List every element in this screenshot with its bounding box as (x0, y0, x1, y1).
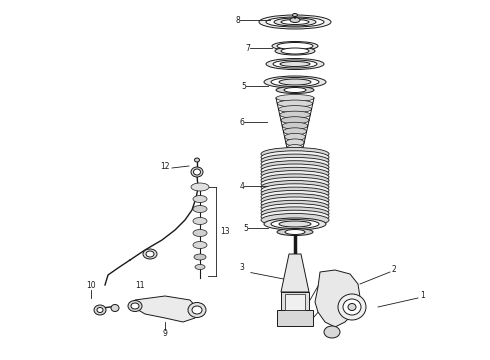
Ellipse shape (261, 164, 329, 177)
Ellipse shape (97, 307, 103, 312)
Ellipse shape (264, 76, 326, 88)
Ellipse shape (261, 171, 329, 184)
Ellipse shape (280, 111, 310, 118)
Ellipse shape (261, 200, 329, 213)
Ellipse shape (276, 94, 314, 102)
Ellipse shape (279, 221, 311, 227)
Ellipse shape (193, 206, 207, 212)
Ellipse shape (277, 229, 313, 235)
Text: 4: 4 (239, 181, 244, 190)
Ellipse shape (271, 77, 319, 86)
Ellipse shape (193, 230, 207, 237)
Ellipse shape (278, 105, 312, 113)
Ellipse shape (279, 79, 311, 85)
Ellipse shape (191, 167, 203, 177)
Ellipse shape (111, 305, 119, 311)
Text: 5: 5 (243, 224, 248, 233)
Ellipse shape (277, 100, 313, 107)
Ellipse shape (261, 213, 329, 226)
Polygon shape (281, 292, 309, 312)
Ellipse shape (193, 217, 207, 225)
Ellipse shape (261, 174, 329, 187)
Ellipse shape (271, 220, 319, 229)
Ellipse shape (193, 242, 207, 248)
Ellipse shape (281, 117, 309, 124)
Ellipse shape (131, 303, 139, 309)
Text: 9: 9 (163, 329, 168, 338)
Ellipse shape (193, 195, 207, 202)
Text: 12: 12 (161, 162, 170, 171)
Polygon shape (277, 310, 313, 326)
Ellipse shape (261, 154, 329, 167)
Ellipse shape (285, 230, 305, 234)
Ellipse shape (261, 151, 329, 164)
Text: 6: 6 (239, 117, 244, 126)
Ellipse shape (146, 251, 154, 257)
Text: 1: 1 (420, 292, 425, 301)
Text: 2: 2 (392, 266, 397, 274)
Ellipse shape (290, 18, 300, 23)
Ellipse shape (286, 139, 304, 146)
Ellipse shape (293, 14, 297, 17)
Ellipse shape (261, 167, 329, 180)
Ellipse shape (195, 265, 205, 270)
Text: 5: 5 (241, 81, 246, 90)
Ellipse shape (282, 122, 308, 129)
Ellipse shape (261, 157, 329, 170)
Ellipse shape (324, 326, 340, 338)
Ellipse shape (259, 15, 331, 29)
Ellipse shape (261, 180, 329, 194)
Ellipse shape (264, 218, 326, 230)
Ellipse shape (275, 47, 315, 55)
Ellipse shape (128, 301, 142, 311)
Ellipse shape (94, 305, 106, 315)
Ellipse shape (277, 42, 313, 50)
Ellipse shape (284, 87, 306, 93)
Ellipse shape (281, 19, 309, 24)
Polygon shape (281, 254, 309, 292)
Ellipse shape (194, 169, 200, 175)
Polygon shape (135, 296, 197, 322)
Ellipse shape (348, 303, 356, 310)
Ellipse shape (261, 197, 329, 210)
Ellipse shape (261, 207, 329, 220)
Ellipse shape (343, 299, 361, 315)
Ellipse shape (261, 210, 329, 223)
Ellipse shape (261, 190, 329, 203)
Ellipse shape (283, 128, 307, 135)
Ellipse shape (274, 18, 316, 26)
Polygon shape (315, 270, 360, 327)
Text: 11: 11 (135, 280, 145, 289)
Text: 10: 10 (86, 282, 96, 291)
Ellipse shape (273, 60, 317, 68)
Text: 8: 8 (235, 15, 240, 24)
Ellipse shape (194, 254, 206, 260)
Ellipse shape (261, 148, 329, 161)
Ellipse shape (338, 294, 366, 320)
Ellipse shape (281, 48, 309, 54)
Polygon shape (285, 294, 305, 310)
Ellipse shape (276, 86, 314, 94)
Ellipse shape (143, 249, 157, 259)
Ellipse shape (280, 62, 310, 67)
Ellipse shape (266, 59, 324, 69)
Ellipse shape (285, 134, 305, 140)
Ellipse shape (261, 204, 329, 217)
Ellipse shape (188, 302, 206, 318)
Ellipse shape (287, 144, 303, 152)
Text: 7: 7 (245, 44, 250, 53)
Ellipse shape (261, 177, 329, 190)
Ellipse shape (261, 187, 329, 200)
Ellipse shape (266, 17, 324, 27)
Ellipse shape (195, 158, 199, 162)
Ellipse shape (261, 184, 329, 197)
Ellipse shape (261, 194, 329, 207)
Text: 13: 13 (220, 226, 230, 235)
Ellipse shape (192, 306, 202, 314)
Ellipse shape (191, 183, 209, 191)
Ellipse shape (272, 41, 318, 50)
Ellipse shape (261, 161, 329, 174)
Text: 3: 3 (239, 264, 244, 273)
